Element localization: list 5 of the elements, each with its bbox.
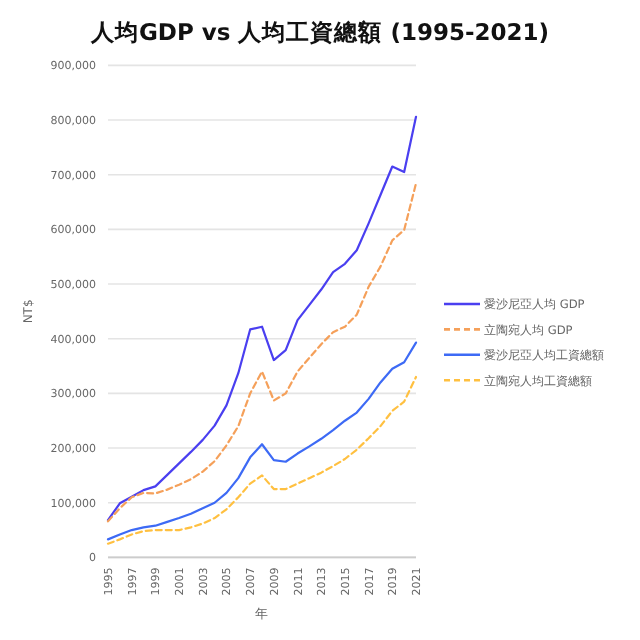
chart-title: 人均GDP vs 人均工資總額 (1995-2021) [88,18,550,46]
line-series [106,182,418,523]
line-series [106,115,418,522]
line-series [106,341,418,541]
line-series [106,375,418,545]
